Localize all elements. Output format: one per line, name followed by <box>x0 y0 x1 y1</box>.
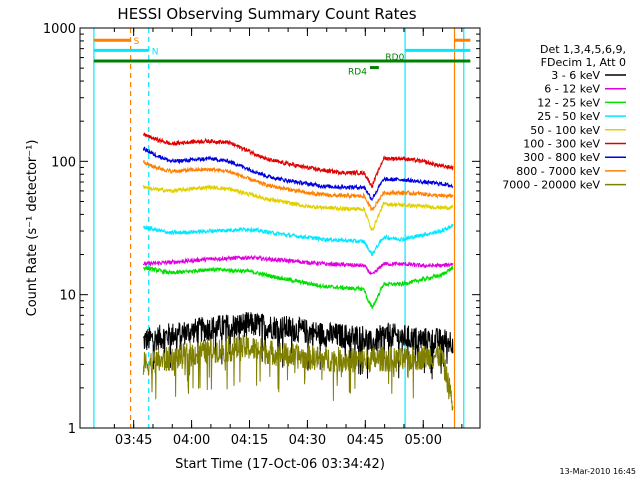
y-tick-label: 1000 <box>43 22 76 37</box>
x-tick-label: 04:30 <box>289 433 326 448</box>
y-tick-label: 10 <box>59 289 76 304</box>
series-line <box>142 132 454 189</box>
series-line <box>142 184 454 232</box>
series-line <box>142 146 454 202</box>
legend-label: 300 - 800 keV <box>523 151 600 164</box>
status-bar-label: N <box>152 47 159 57</box>
status-bar-label: RD4 <box>348 68 367 78</box>
series-line <box>142 334 454 411</box>
x-tick-label: 04:00 <box>173 433 210 448</box>
y-axis-label: Count Rate (s⁻¹ detector⁻¹) <box>25 140 40 317</box>
legend-header: Det 1,3,4,5,6,9, <box>540 43 626 56</box>
x-axis-label: Start Time (17-Oct-06 03:34:42) <box>175 457 385 472</box>
chart-title: HESSI Observing Summary Count Rates <box>117 5 416 23</box>
footer-date: 13-Mar-2010 16:45 <box>560 467 637 476</box>
legend-label: 3 - 6 keV <box>551 69 600 82</box>
legend-label: 7000 - 20000 keV <box>502 179 600 192</box>
status-bar-label: RD0 <box>385 53 404 63</box>
legend-label: 50 - 100 keV <box>530 124 600 137</box>
plot-frame <box>79 27 481 429</box>
y-tick-label: 100 <box>51 155 76 170</box>
legend-label: 12 - 25 keV <box>537 96 600 109</box>
status-bar-label: S <box>134 37 140 47</box>
series-line <box>143 265 454 310</box>
series-line <box>142 160 454 211</box>
x-tick-label: 03:45 <box>115 433 152 448</box>
legend-header: FDecim 1, Att 0 <box>541 56 626 69</box>
legend-label: 25 - 50 keV <box>537 110 600 123</box>
series-line <box>142 224 454 256</box>
series-line <box>142 311 454 380</box>
series-line <box>142 254 454 275</box>
y-tick-label: 1 <box>68 422 76 437</box>
legend-label: 800 - 7000 keV <box>516 165 600 178</box>
legend-label: 100 - 300 keV <box>523 138 600 151</box>
legend-label: 6 - 12 keV <box>544 83 600 96</box>
x-tick-label: 04:15 <box>231 433 268 448</box>
x-tick-label: 05:00 <box>405 433 442 448</box>
x-tick-label: 04:45 <box>347 433 384 448</box>
